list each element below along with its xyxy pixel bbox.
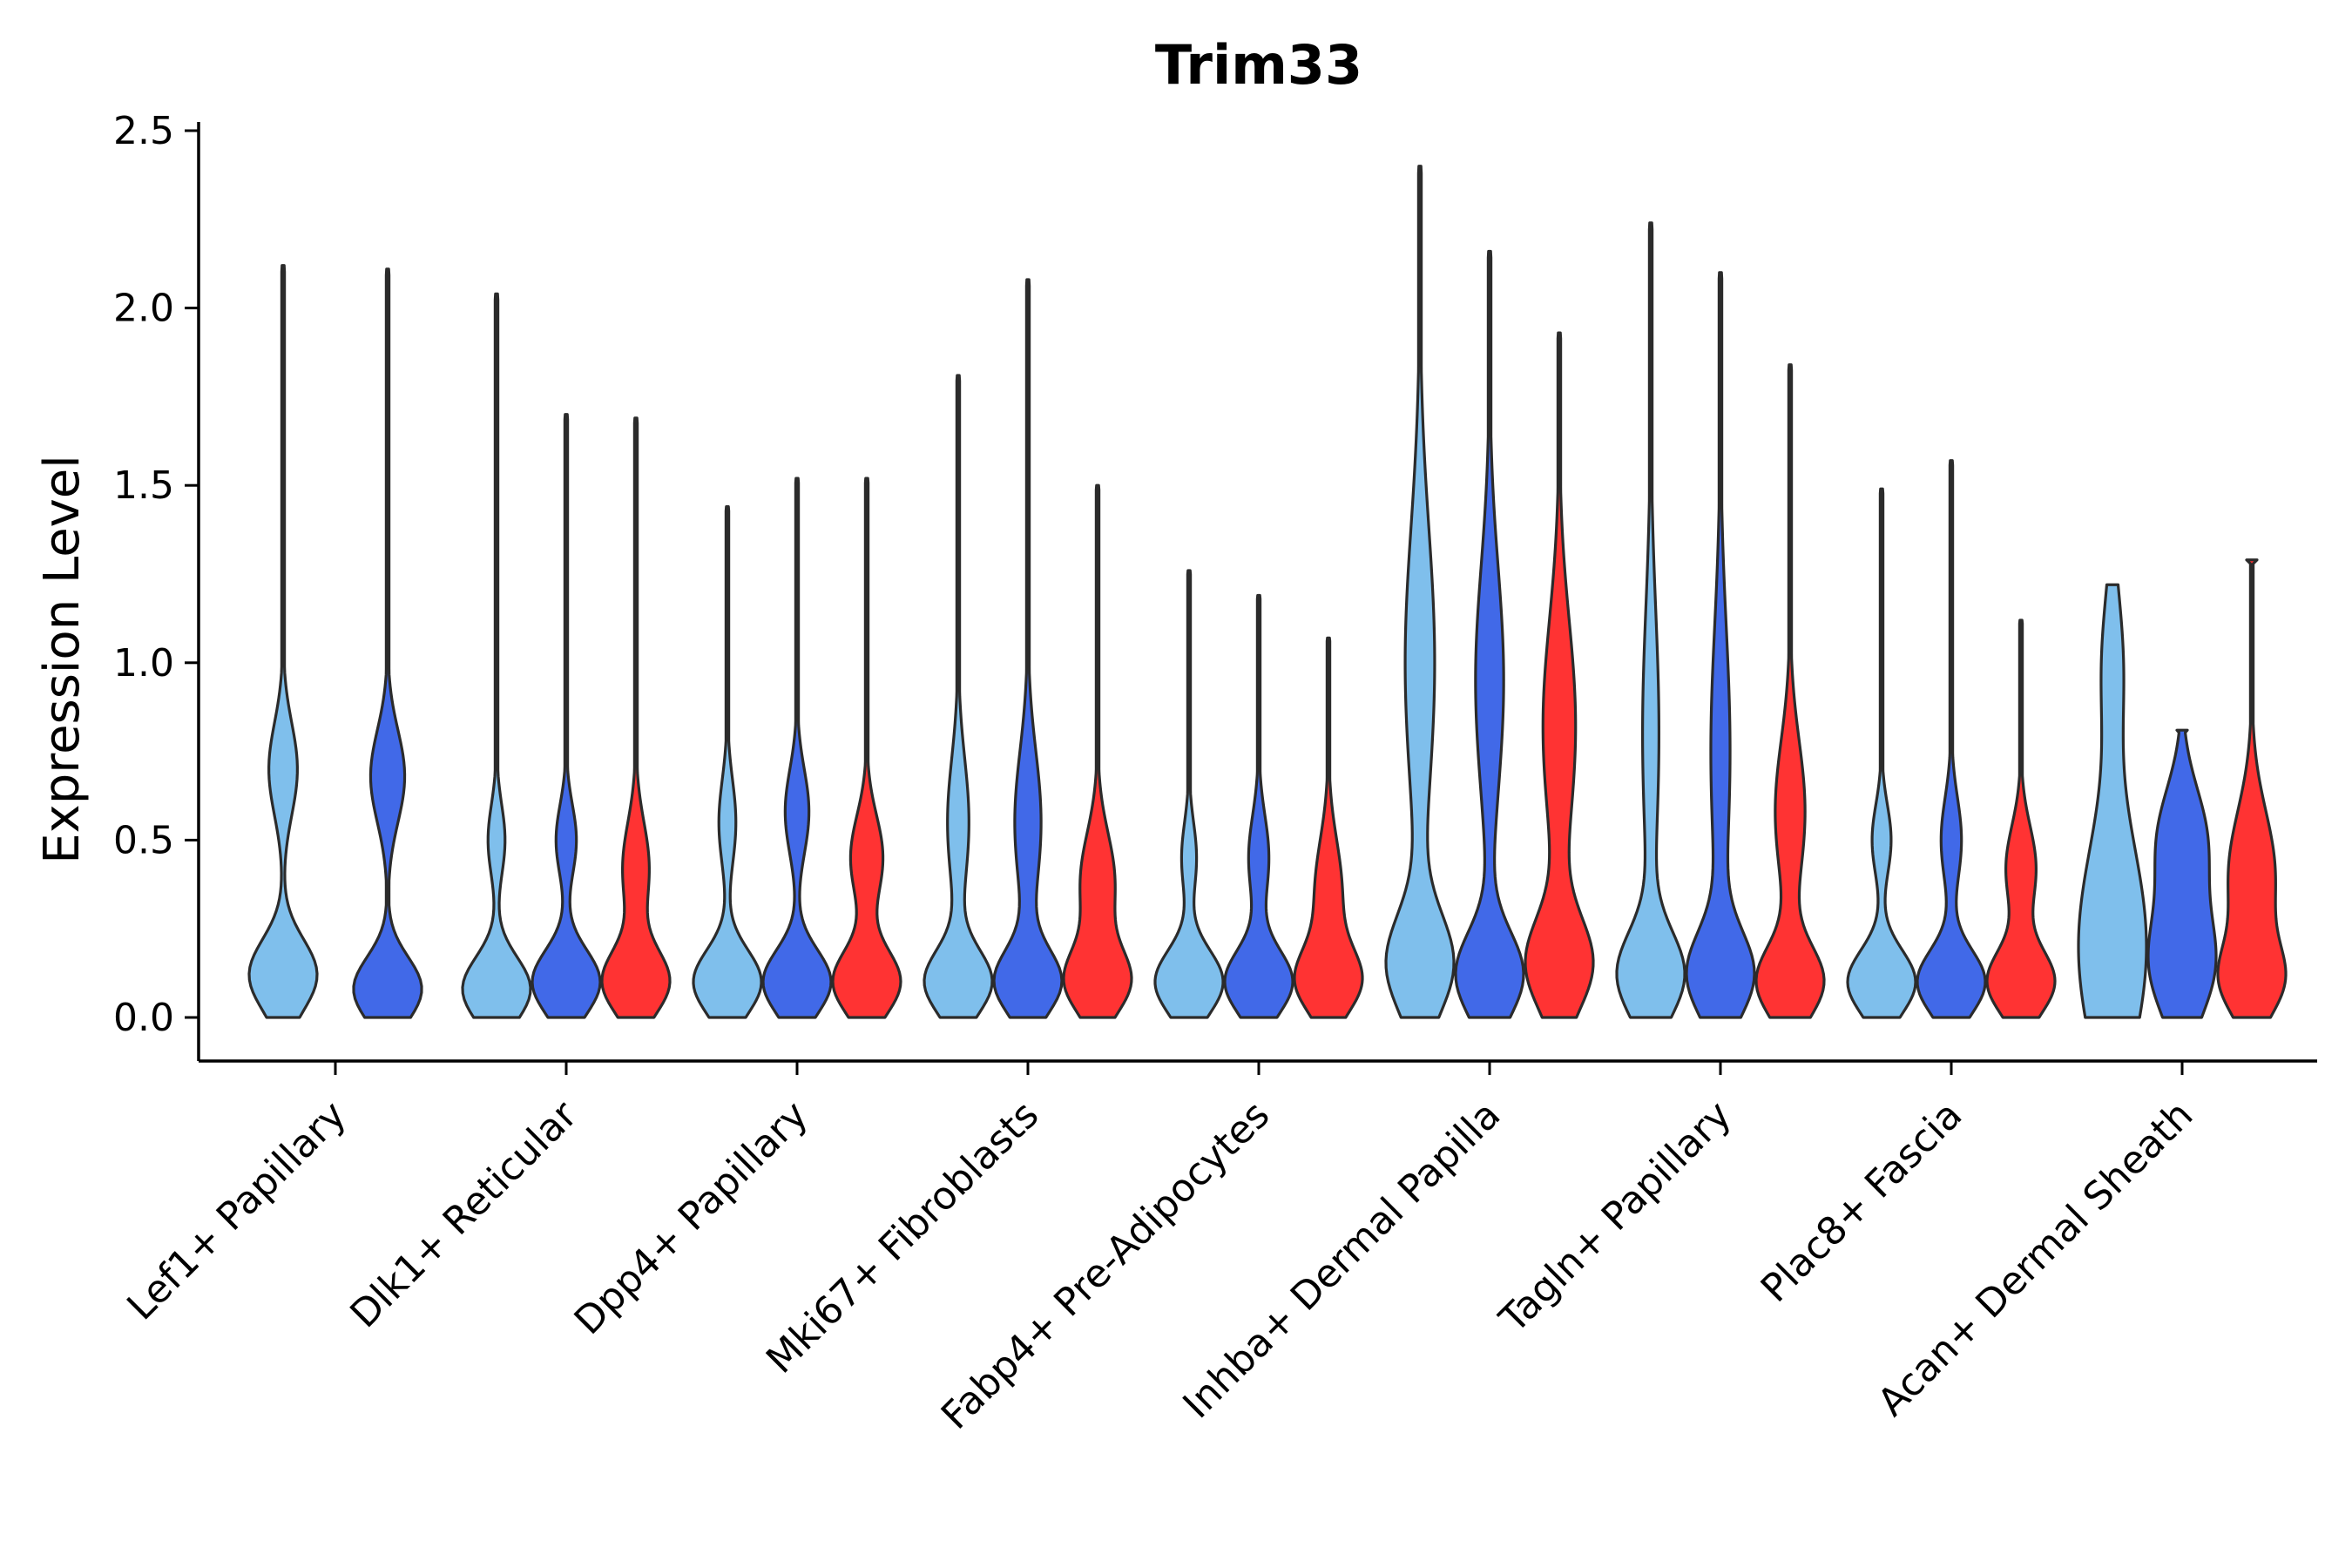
x-tick-label-0: Lef1+ Papillary [118, 1092, 355, 1328]
y-tick-label-3: 1.5 [113, 463, 174, 508]
violin-5-2 [1524, 331, 1595, 1019]
chart-title: Trim33 [1155, 33, 1362, 97]
violin-3-0 [923, 374, 994, 1019]
violin-6-2 [1754, 363, 1826, 1019]
violin-7-0 [1846, 487, 1917, 1019]
x-tick-label-1: Dlk1+ Reticular [341, 1092, 586, 1337]
violin-5-1 [1454, 249, 1525, 1019]
y-tick-label-1: 0.5 [113, 818, 174, 862]
violin-1-0 [461, 292, 532, 1019]
violin-0-0 [247, 264, 319, 1019]
violin-5-0 [1384, 165, 1456, 1019]
violin-4-1 [1223, 593, 1294, 1019]
y-tick-label-2: 1.0 [113, 641, 174, 686]
violin-1-1 [531, 413, 602, 1019]
x-tick-label-2: Dpp4+ Papillary [566, 1092, 817, 1343]
y-tick-label-4: 2.0 [113, 287, 174, 331]
violin-2-1 [761, 476, 833, 1019]
violin-4-0 [1153, 569, 1225, 1019]
violin-3-2 [1062, 483, 1133, 1019]
violin-6-0 [1615, 221, 1686, 1019]
violin-7-1 [1916, 459, 1987, 1019]
y-tick-label-0: 0.0 [113, 996, 174, 1040]
y-tick-label-5: 2.5 [113, 109, 174, 153]
x-tick-label-7: Plac8+ Fascia [1753, 1092, 1971, 1311]
violin-2-2 [831, 476, 902, 1019]
violin-1-2 [600, 416, 672, 1019]
violin-7-2 [1985, 618, 2057, 1019]
violin-8-0 [2077, 583, 2148, 1019]
violin-8-2 [2216, 558, 2288, 1019]
violin-6-1 [1685, 271, 1756, 1019]
y-axis-label: Expression Level [34, 455, 91, 864]
violin-0-1 [352, 267, 423, 1019]
violin-8-1 [2146, 728, 2218, 1019]
violins-layer [247, 165, 2288, 1019]
violin-3-1 [992, 278, 1064, 1019]
violin-2-0 [692, 505, 763, 1019]
x-tick-label-6: Tagln+ Papillary [1490, 1092, 1740, 1342]
violin-4-2 [1293, 636, 1364, 1019]
